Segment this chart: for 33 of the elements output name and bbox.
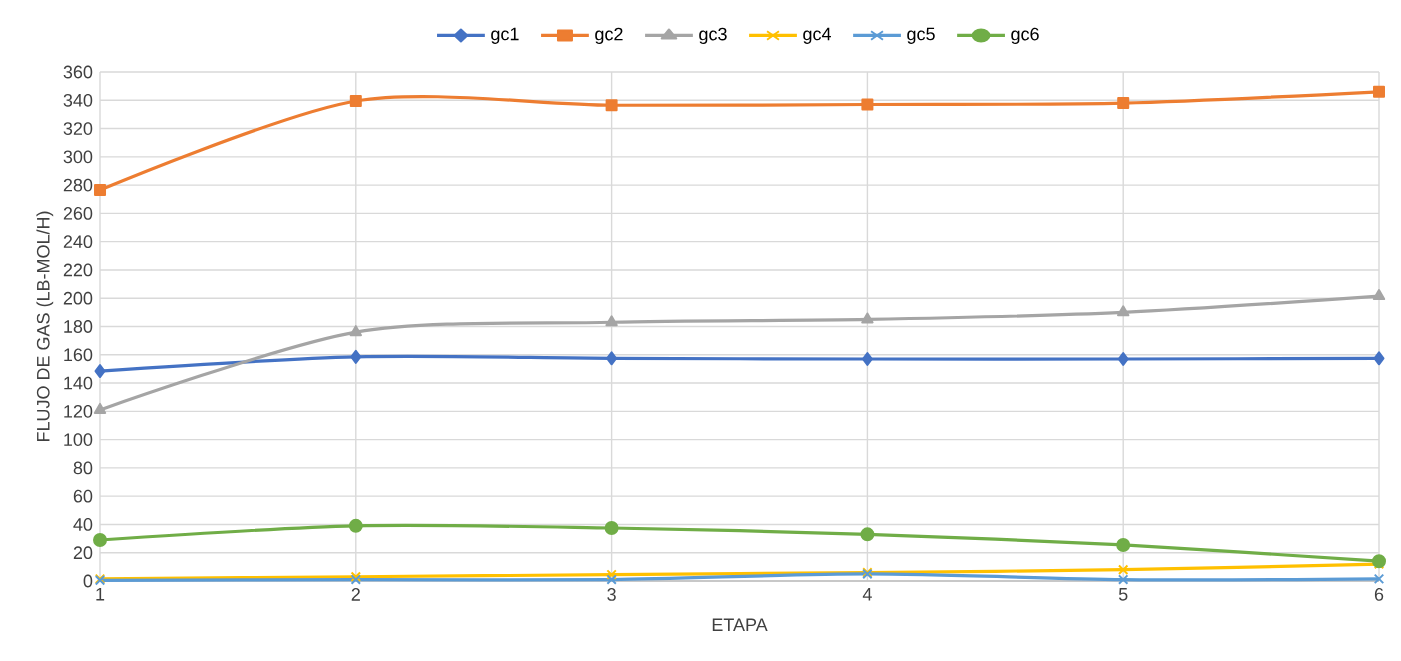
- x-tick-label: 1: [96, 588, 105, 601]
- y-tick-label: 220: [63, 263, 93, 277]
- x-tick-label: 6: [1374, 588, 1384, 601]
- legend-label: gc6: [1011, 27, 1039, 44]
- x-tick-label: 5: [1118, 588, 1128, 601]
- y-tick-label: 240: [63, 235, 93, 249]
- x-tick-label: 3: [607, 588, 616, 601]
- legend-label: gc2: [595, 27, 623, 44]
- y-tick-label: 300: [63, 150, 93, 164]
- y-tick-label: 120: [64, 404, 93, 418]
- x-axis-title: ETAPA: [712, 618, 768, 631]
- y-tick-label: 320: [63, 122, 93, 135]
- y-axis-title: FLUJO DE GAS (LB-MOL/H): [36, 211, 54, 442]
- y-tick-label: 280: [63, 178, 93, 192]
- legend-label: gc3: [699, 27, 727, 44]
- legend-label: gc4: [803, 27, 831, 44]
- y-tick-label: 20: [73, 546, 93, 560]
- y-tick-label: 160: [64, 348, 93, 362]
- y-tick-label: 40: [73, 518, 93, 531]
- y-tick-label: 100: [64, 433, 93, 446]
- x-tick-label: 2: [351, 588, 360, 601]
- x-tick-label: 4: [862, 588, 872, 601]
- y-tick-label: 340: [63, 93, 93, 107]
- y-tick-label: 0: [83, 574, 93, 588]
- legend-label: gc5: [907, 27, 935, 44]
- y-tick-label: 80: [73, 461, 93, 475]
- y-tick-label: 180: [64, 320, 93, 333]
- y-tick-label: 200: [63, 291, 93, 305]
- y-tick-label: 60: [73, 489, 93, 503]
- y-tick-label: 260: [63, 207, 93, 220]
- y-tick-label: 140: [64, 376, 93, 390]
- legend-label: gc1: [491, 27, 519, 44]
- y-tick-label: 360: [63, 65, 93, 79]
